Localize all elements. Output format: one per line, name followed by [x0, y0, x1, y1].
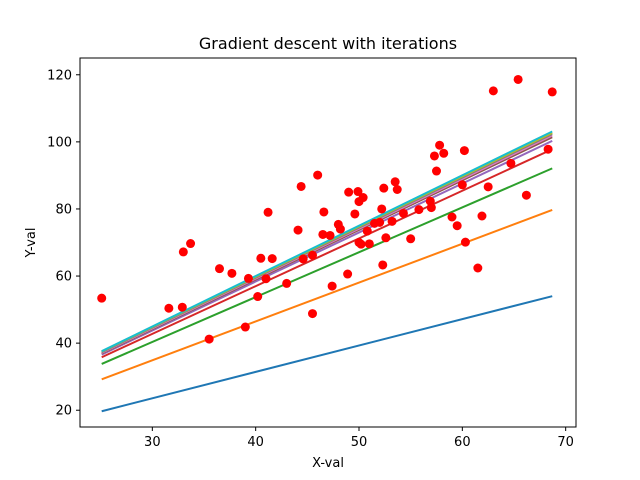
data-point-4	[178, 247, 188, 257]
data-point-3	[177, 302, 187, 312]
data-point-36	[358, 193, 368, 203]
data-point-1	[97, 293, 107, 303]
data-point-11	[253, 292, 263, 302]
y-tick-label: 120	[47, 68, 72, 83]
series-line-5	[101, 139, 553, 356]
data-point-49	[406, 234, 416, 244]
data-point-41	[377, 204, 387, 214]
data-point-32	[353, 187, 363, 197]
data-point-65	[488, 86, 498, 96]
y-axis-label: Y-val	[24, 227, 39, 258]
series-line-1	[101, 295, 553, 413]
y-tick-label: 40	[55, 337, 72, 352]
data-point-61	[460, 237, 470, 247]
series-line-3	[101, 167, 553, 365]
data-point-60	[459, 146, 469, 156]
data-point-10	[243, 273, 253, 283]
data-point-66	[506, 158, 516, 168]
y-tick-label: 20	[55, 404, 72, 419]
data-point-26	[327, 281, 337, 291]
data-point-67	[513, 74, 523, 84]
data-point-2	[164, 303, 174, 313]
data-point-47	[392, 184, 402, 194]
data-point-13	[261, 274, 271, 284]
data-point-9	[240, 322, 250, 332]
data-point-44	[381, 233, 391, 243]
data-point-23	[318, 229, 328, 239]
data-point-7	[215, 264, 224, 274]
data-point-30	[344, 187, 354, 197]
series-line-2	[101, 209, 553, 381]
data-point-16	[282, 278, 292, 288]
data-point-43	[379, 183, 389, 193]
series-line-10	[101, 130, 553, 353]
x-tick-label: 70	[557, 435, 574, 450]
data-point-5	[186, 239, 196, 249]
data-point-24	[319, 207, 329, 217]
data-point-62	[473, 263, 483, 273]
y-tick-label: 80	[55, 202, 72, 217]
data-point-52	[426, 203, 436, 213]
data-point-56	[439, 148, 449, 158]
data-point-45	[387, 216, 397, 226]
y-tick-label: 100	[47, 135, 72, 150]
data-point-21	[308, 250, 317, 260]
data-point-50	[414, 205, 424, 215]
x-axis-ticks: 30 40 50 60 70	[144, 427, 574, 450]
plot-frame	[79, 57, 577, 428]
data-point-64	[483, 182, 493, 192]
data-point-55	[435, 140, 445, 150]
y-axis-ticks: 20 40 60 80 100 120	[47, 68, 80, 419]
data-point-19	[298, 254, 308, 264]
series-line-4	[101, 148, 553, 359]
data-point-25	[325, 230, 335, 240]
data-point-28	[335, 224, 345, 234]
data-point-38	[364, 239, 374, 249]
data-point-37	[362, 226, 372, 236]
x-tick-label: 30	[144, 435, 161, 450]
data-point-8	[227, 268, 237, 278]
data-point-70	[547, 87, 557, 97]
data-point-69	[543, 144, 553, 154]
data-point-35	[356, 239, 366, 249]
data-point-17	[293, 225, 303, 235]
data-point-12	[256, 253, 266, 263]
x-tick-label: 60	[454, 435, 471, 450]
data-point-58	[452, 221, 462, 231]
data-point-6	[204, 334, 214, 344]
data-point-46	[390, 177, 400, 187]
data-point-40	[375, 217, 385, 227]
data-point-57	[447, 212, 457, 222]
data-point-48	[398, 208, 408, 218]
data-point-53	[429, 151, 439, 161]
data-point-29	[343, 269, 353, 279]
data-point-54	[432, 166, 441, 176]
data-point-59	[457, 180, 467, 190]
data-point-31	[350, 209, 360, 219]
chart-title: Gradient descent with iterations	[199, 34, 457, 53]
x-axis-label: X-val	[312, 456, 344, 471]
data-point-14	[263, 207, 273, 217]
data-point-63	[477, 211, 487, 221]
data-point-42	[378, 260, 388, 270]
x-tick-label: 50	[351, 435, 368, 450]
scatter-points	[97, 74, 557, 344]
data-point-20	[308, 309, 317, 319]
data-point-18	[296, 181, 306, 191]
data-point-22	[313, 170, 323, 180]
series-lines	[101, 130, 553, 413]
data-point-15	[267, 254, 277, 264]
x-tick-label: 40	[247, 435, 264, 450]
data-point-68	[521, 190, 531, 200]
y-tick-label: 60	[55, 270, 72, 285]
